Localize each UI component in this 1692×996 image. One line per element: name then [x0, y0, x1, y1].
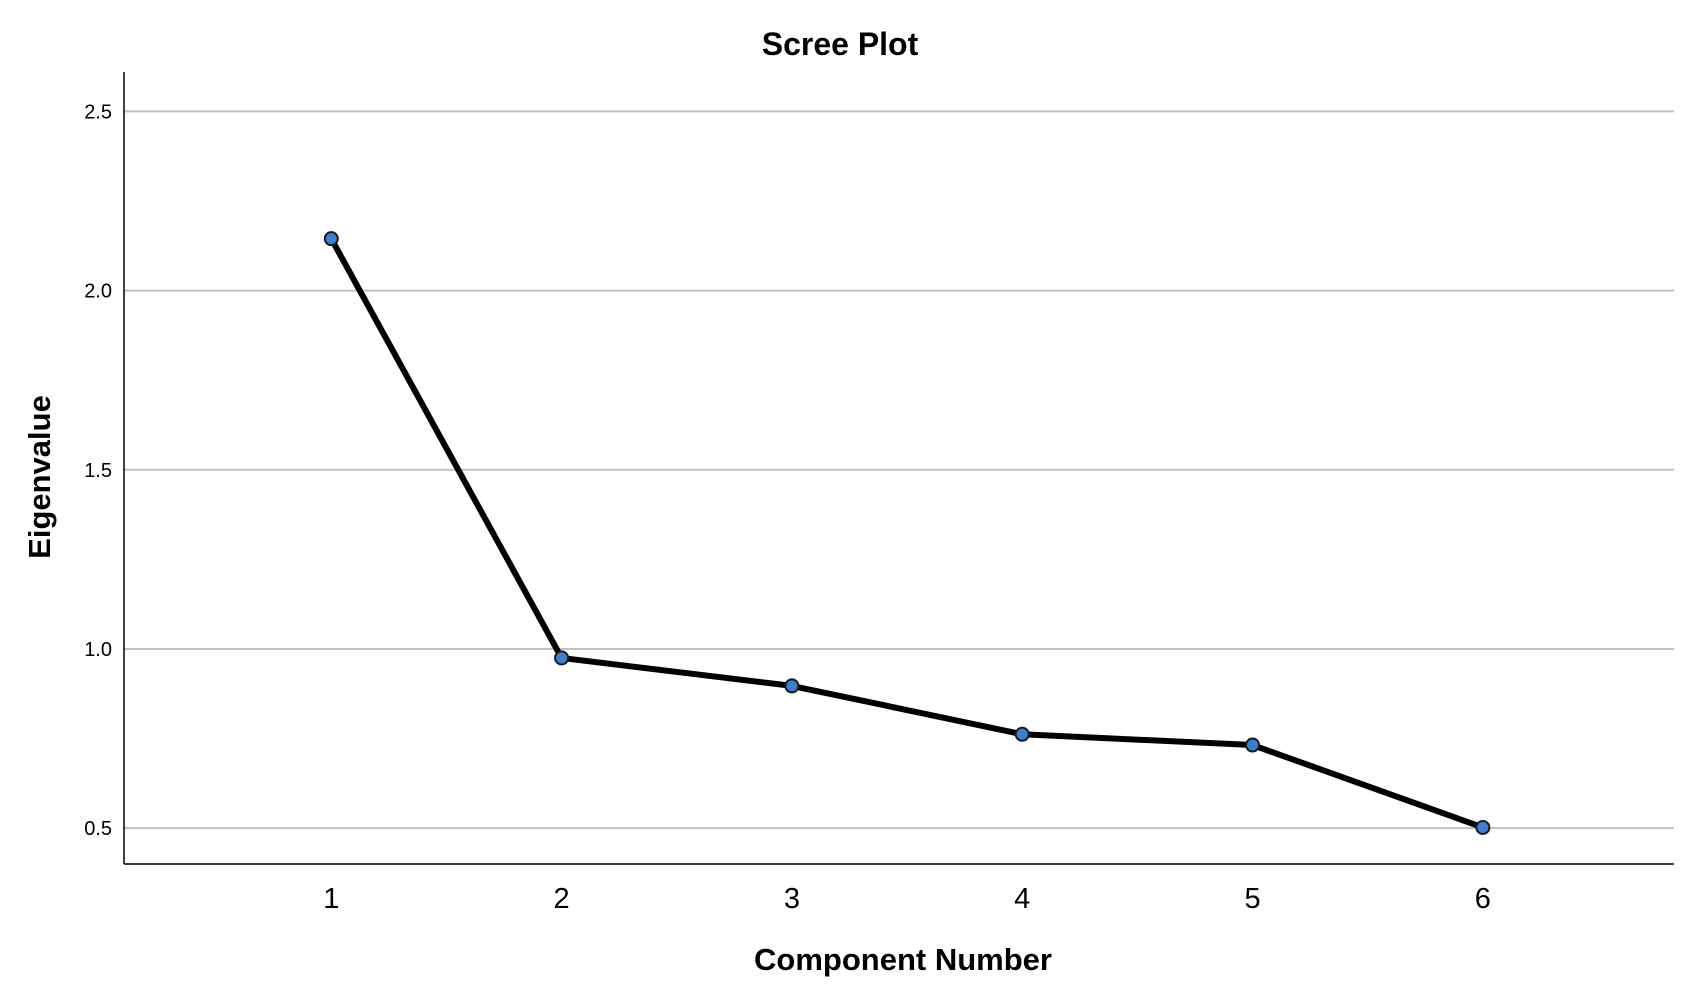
y-tick-label: 1.5: [84, 460, 112, 482]
x-tick-label: 4: [1014, 883, 1030, 915]
x-tick-label: 6: [1475, 883, 1491, 915]
chart-title: Scree Plot: [762, 26, 919, 62]
y-axis-ticks: 0.5 1.0 1.5 2.0 2.5: [84, 101, 112, 840]
x-tick-label: 2: [554, 883, 570, 915]
x-axis-title: Component Number: [754, 942, 1052, 977]
data-point: [1245, 737, 1261, 753]
series-line: [328, 235, 1486, 831]
y-tick-label: 2.0: [84, 281, 112, 303]
data-point: [1475, 819, 1491, 835]
y-axis-title: Eigenvalue: [22, 395, 57, 559]
data-point: [784, 678, 800, 694]
x-tick-label: 3: [784, 883, 800, 915]
y-tick-label: 1.0: [84, 639, 112, 661]
data-points: [323, 231, 1491, 835]
x-axis-ticks: 1 2 3 4 5 6: [323, 883, 1491, 915]
x-tick-label: 1: [323, 883, 339, 915]
data-point: [323, 231, 339, 247]
series-eigenvalues: [328, 235, 1486, 831]
gridlines: [124, 110, 1674, 830]
y-tick-label: 2.5: [84, 101, 112, 123]
y-tick-label: 0.5: [84, 818, 112, 840]
x-tick-label: 5: [1244, 883, 1260, 915]
data-point: [1014, 726, 1030, 742]
axes: [123, 72, 1674, 865]
data-point: [554, 650, 570, 666]
